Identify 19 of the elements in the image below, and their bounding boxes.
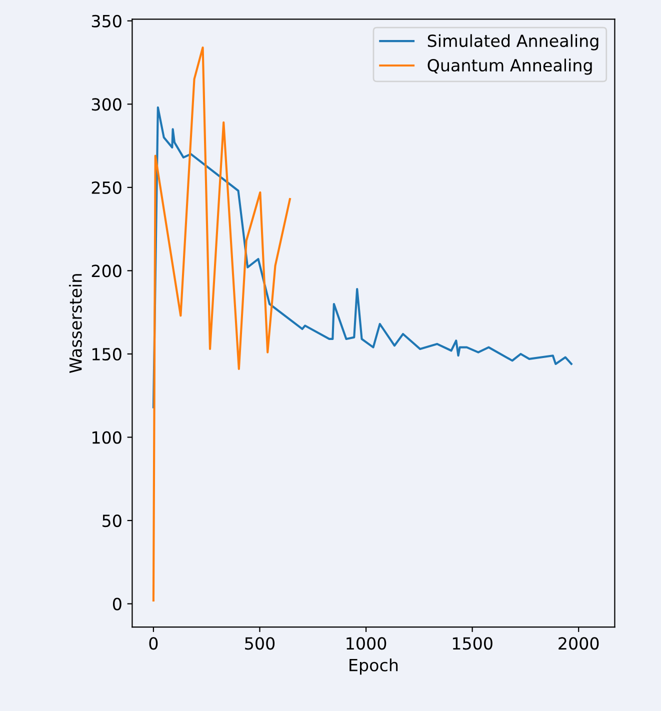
x-tick-label: 500 [245, 637, 275, 650]
x-tick-label: 1000 [346, 637, 386, 650]
y-tick-label: 150 [92, 348, 122, 361]
line-series [152, 106, 572, 408]
y-tick-label: 300 [92, 98, 122, 111]
y-tick-label: 50 [102, 514, 122, 528]
legend-label: Simulated Annealing [428, 34, 598, 50]
x-axis-title: Epoch [350, 658, 398, 675]
y-tick-label: 0 [112, 598, 122, 610]
y-tick-label: 350 [92, 14, 122, 28]
y-tick-label: 200 [92, 264, 122, 278]
y-tick-label: 250 [92, 181, 122, 194]
x-tick-label: 1500 [452, 637, 492, 650]
y-tick-label: 100 [92, 431, 122, 444]
x-tick-label: 0 [149, 637, 158, 650]
x-tick-label: 2000 [558, 637, 599, 650]
line-series [152, 46, 291, 602]
y-axis-title: Wasserstein [68, 274, 82, 373]
legend-label: Quantum Annealing [428, 58, 592, 75]
